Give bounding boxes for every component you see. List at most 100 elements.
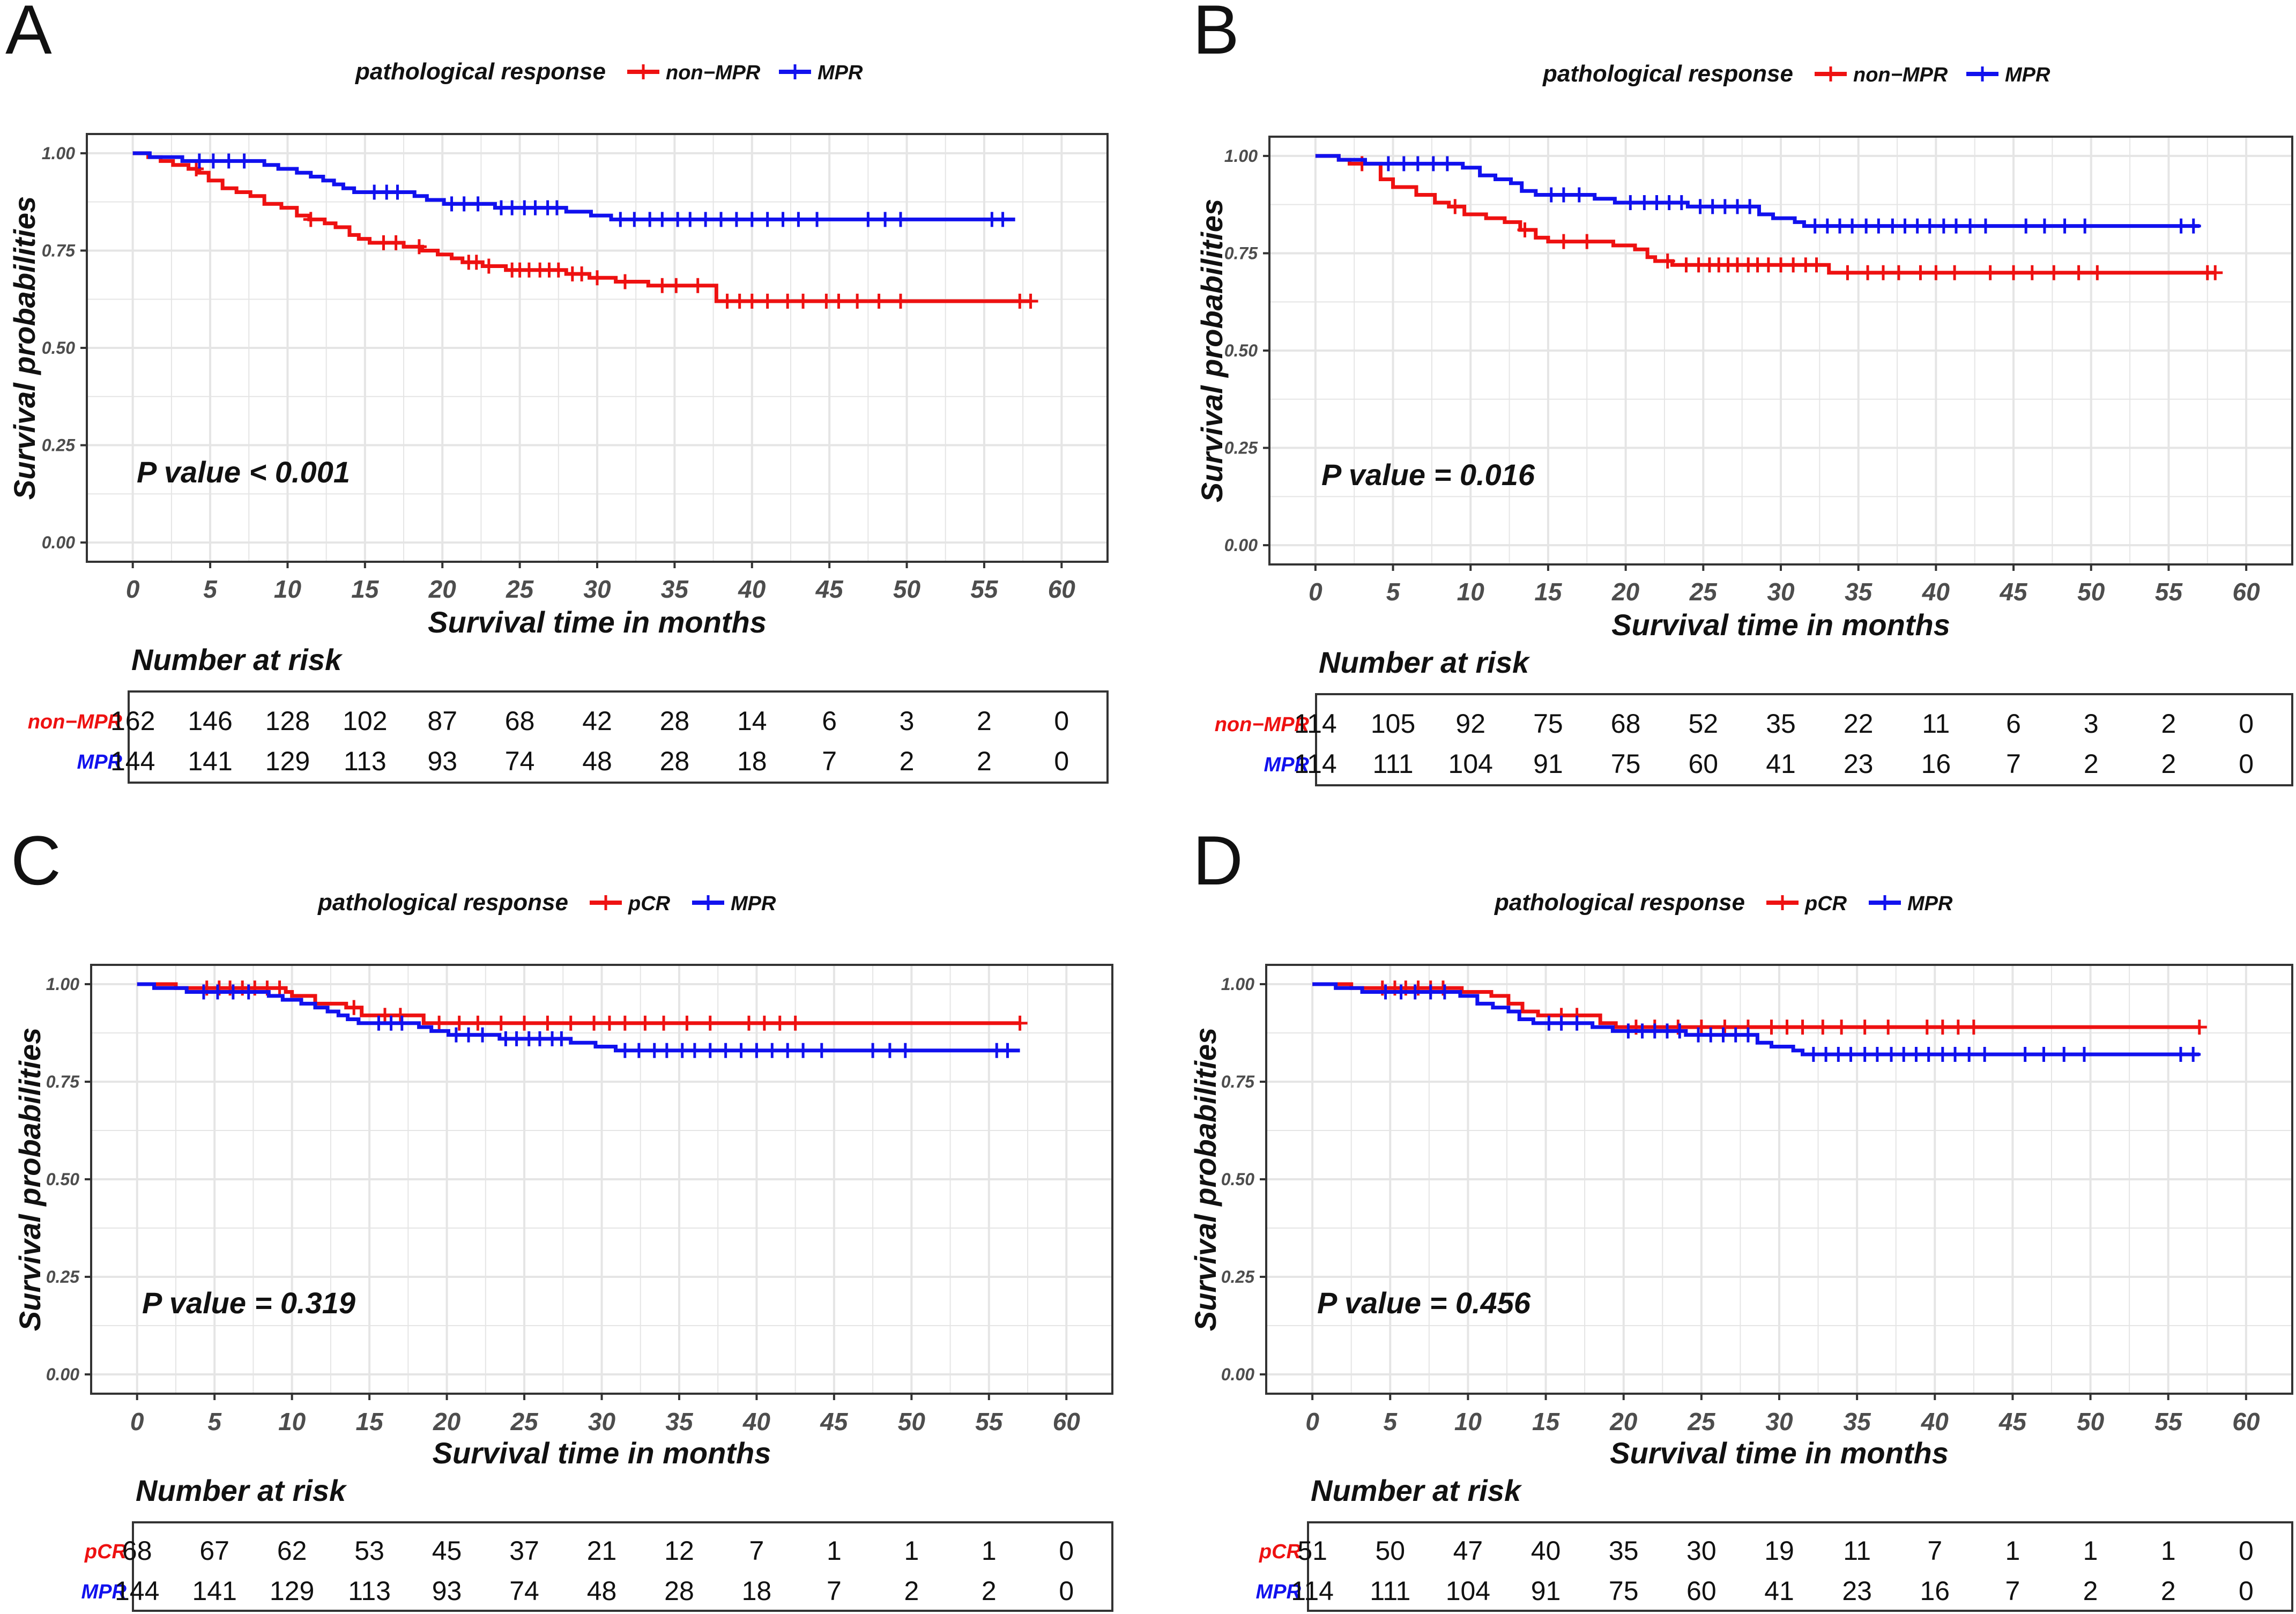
legend-item-label: non−MPR bbox=[1853, 64, 1948, 86]
risk-count: 144 bbox=[110, 746, 155, 776]
x-tick-label: 60 bbox=[2232, 1408, 2260, 1436]
series-pcr bbox=[137, 980, 1028, 1031]
censor-mark bbox=[2208, 265, 2223, 280]
risk-count: 2 bbox=[982, 1576, 997, 1606]
censor-mark bbox=[205, 153, 221, 169]
censor-mark bbox=[995, 212, 1010, 227]
risk-count: 91 bbox=[1531, 1576, 1561, 1606]
risk-count: 68 bbox=[122, 1536, 152, 1566]
risk-count: 113 bbox=[348, 1576, 391, 1606]
risk-count: 22 bbox=[1844, 709, 1874, 739]
censor-mark bbox=[1396, 156, 1411, 172]
panel-label: C bbox=[11, 821, 61, 899]
risk-count: 51 bbox=[1297, 1536, 1327, 1566]
censor-mark bbox=[2057, 218, 2072, 234]
risk-count: 35 bbox=[1766, 709, 1796, 739]
censor-mark bbox=[475, 1027, 491, 1043]
risk-count: 75 bbox=[1611, 749, 1641, 779]
risk-count: 3 bbox=[2084, 709, 2099, 739]
legend-swatch-mark bbox=[1877, 895, 1892, 910]
censor-mark bbox=[1556, 234, 1571, 249]
panel-label: A bbox=[5, 0, 52, 69]
x-tick-label: 50 bbox=[893, 575, 921, 603]
censor-mark bbox=[780, 293, 796, 309]
censor-mark bbox=[1410, 156, 1425, 172]
p-value-label: P value = 0.319 bbox=[142, 1286, 355, 1320]
y-tick-label: 0.50 bbox=[1221, 1170, 1254, 1189]
series-mpr bbox=[137, 982, 1020, 1058]
legend-item-label: MPR bbox=[2005, 64, 2050, 86]
censor-mark bbox=[1919, 1020, 1935, 1035]
y-axis-title: Survival probabilities bbox=[1195, 199, 1229, 502]
risk-count: 113 bbox=[344, 746, 387, 776]
censor-mark bbox=[1393, 984, 1409, 1000]
censor-mark bbox=[1875, 265, 1891, 280]
risk-count: 2 bbox=[2083, 1576, 2098, 1606]
x-tick-label: 35 bbox=[1844, 1408, 1872, 1436]
risk-count: 2 bbox=[900, 746, 915, 776]
x-tick-label: 30 bbox=[583, 575, 611, 603]
risk-count: 53 bbox=[354, 1536, 384, 1566]
censor-mark bbox=[1012, 1015, 1028, 1031]
censor-mark bbox=[897, 1043, 913, 1058]
legend-swatch-mark bbox=[1823, 66, 1838, 81]
censor-mark bbox=[780, 1043, 796, 1058]
risk-count: 28 bbox=[664, 1576, 694, 1606]
censor-mark bbox=[549, 200, 564, 215]
risk-count: 42 bbox=[582, 706, 612, 736]
censor-mark bbox=[878, 212, 893, 227]
risk-count: 129 bbox=[265, 746, 310, 776]
risk-count: 74 bbox=[505, 746, 535, 776]
risk-count: 0 bbox=[1054, 706, 1069, 736]
legend-item-label: MPR bbox=[731, 892, 776, 915]
risk-count: 3 bbox=[900, 706, 915, 736]
risk-count: 2 bbox=[904, 1576, 919, 1606]
risk-table-frame bbox=[128, 690, 1109, 784]
p-value-label: P value < 0.001 bbox=[137, 455, 350, 489]
censor-mark bbox=[540, 1015, 555, 1031]
risk-count: 102 bbox=[343, 706, 387, 736]
risk-count: 128 bbox=[265, 706, 310, 736]
x-tick-label: 35 bbox=[661, 575, 689, 603]
y-tick-label: 0.50 bbox=[1224, 341, 1258, 360]
risk-count: 1 bbox=[2005, 1536, 2020, 1566]
panel-b: B0.000.250.500.751.000 5 10 15 20 25 30 35 40 45 5… bbox=[1193, 0, 2293, 786]
legend-title: pathological response bbox=[1494, 889, 1745, 916]
risk-count: 0 bbox=[2239, 749, 2254, 779]
censor-mark bbox=[656, 1015, 672, 1031]
risk-count: 48 bbox=[582, 746, 612, 776]
censor-mark bbox=[1949, 218, 1964, 234]
censor-mark bbox=[1378, 984, 1393, 1000]
censor-mark bbox=[1425, 156, 1441, 172]
censor-mark bbox=[627, 212, 642, 227]
survival-curve bbox=[1315, 154, 2200, 228]
x-tick-label: 40 bbox=[1921, 1408, 1949, 1436]
x-tick-label: 5 bbox=[1383, 1408, 1398, 1436]
censor-mark bbox=[1928, 265, 1944, 280]
legend-title: pathological response bbox=[317, 889, 568, 916]
risk-count: 40 bbox=[1531, 1536, 1561, 1566]
x-tick-label: 15 bbox=[351, 575, 380, 603]
censor-mark bbox=[714, 212, 729, 227]
censor-mark bbox=[1621, 1023, 1636, 1039]
censor-mark bbox=[655, 278, 670, 293]
censor-mark bbox=[1447, 199, 1463, 214]
y-tick-label: 0.00 bbox=[42, 533, 75, 552]
x-tick-label: 25 bbox=[1687, 1408, 1716, 1436]
risk-count: 23 bbox=[1844, 749, 1874, 779]
risk-count: 52 bbox=[1688, 709, 1718, 739]
censor-mark bbox=[637, 1015, 653, 1031]
censor-mark bbox=[791, 212, 806, 227]
y-axis-title: Survival probabilities bbox=[8, 196, 41, 500]
y-tick-label: 1.00 bbox=[42, 144, 75, 163]
risk-count: 11 bbox=[1922, 709, 1950, 739]
censor-mark bbox=[1571, 187, 1587, 203]
x-tick-label: 50 bbox=[898, 1408, 926, 1436]
risk-count: 6 bbox=[2006, 709, 2021, 739]
x-axis-title: Survival time in months bbox=[428, 605, 767, 639]
risk-row-label: pCR bbox=[84, 1541, 127, 1563]
censor-mark bbox=[702, 1043, 718, 1058]
censor-mark bbox=[1764, 1020, 1779, 1035]
series-non-mpr bbox=[132, 151, 1038, 309]
legend-item-label: MPR bbox=[818, 62, 863, 84]
